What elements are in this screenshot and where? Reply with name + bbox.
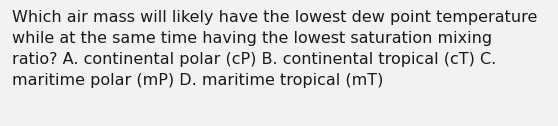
- Text: Which air mass will likely have the lowest dew point temperature
while at the sa: Which air mass will likely have the lowe…: [12, 10, 537, 88]
